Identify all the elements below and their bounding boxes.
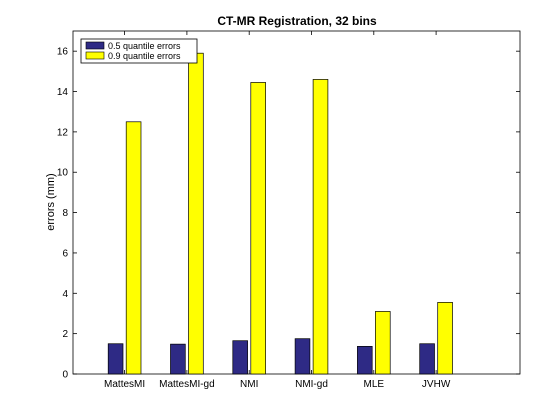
y-tick-label: 6 [62,248,68,259]
legend-label-median: 0.5 quantile errors [108,41,181,51]
bar-median [357,346,373,375]
legend-swatch-median [85,41,105,50]
x-tick-label: MattesMI-gd [159,379,215,390]
bar-median [419,343,435,375]
bar-median [232,340,248,375]
x-tick-label: NMI-gd [295,379,328,390]
y-tick-label: 12 [57,127,69,138]
x-tick-label: MLE [364,379,385,390]
x-tick-label: JVHW [422,379,451,390]
bar-median [294,338,311,375]
bar-p90 [312,79,329,375]
x-tick-label: NMI [240,379,258,390]
x-tick-label: MattesMI [104,379,145,390]
bar-p90 [125,121,142,375]
chart-title: CT-MR Registration, 32 bins [217,14,377,28]
y-tick-label: 4 [62,289,68,300]
y-axis-label: errors (mm) [45,173,57,230]
legend-label-p90: 0.9 quantile errors [108,51,181,61]
bar-median [170,343,186,375]
bar-p90 [250,82,266,375]
bar-p90 [188,52,204,375]
bar-p90 [437,302,453,375]
y-tick-label: 0 [62,370,68,381]
y-axis: 0 2 4 6 8 10 12 14 16 [57,47,520,381]
y-tick-label: 16 [57,47,69,58]
y-tick-label: 2 [62,329,68,340]
bar-median [107,343,124,375]
y-tick-label: 8 [62,208,68,219]
legend: 0.5 quantile errors 0.9 quantile errors [80,38,198,64]
legend-swatch-p90 [85,51,105,60]
y-tick-label: 10 [57,168,69,179]
bar-p90 [375,311,391,375]
y-tick-label: 14 [57,87,69,98]
x-axis: MattesMI MattesMI-gd NMI NMI-gd MLE JVHW [104,31,451,390]
bars [107,52,453,375]
